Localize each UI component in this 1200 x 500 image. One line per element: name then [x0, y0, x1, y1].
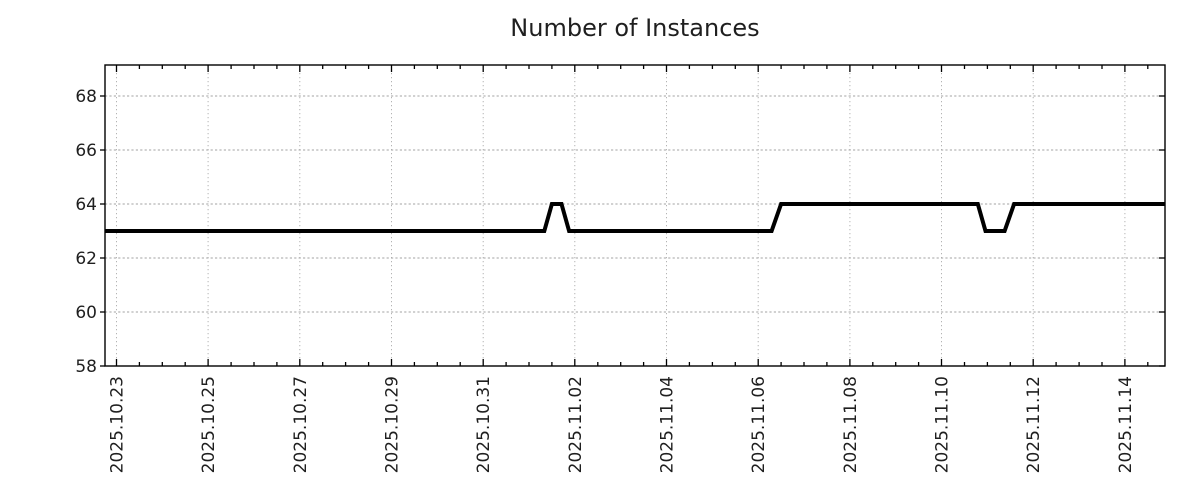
- x-tick-label: 2025.10.27: [291, 376, 311, 473]
- chart-title: Number of Instances: [510, 14, 760, 42]
- data-line: [105, 202, 1165, 233]
- y-tick-label: 60: [75, 303, 97, 323]
- y-tick-label: 62: [75, 249, 97, 269]
- x-tick-label: 2025.10.25: [199, 376, 219, 473]
- x-tick-label: 2025.11.06: [749, 376, 769, 473]
- x-tick-label: 2025.11.08: [841, 376, 861, 473]
- y-tick-label: 64: [75, 195, 97, 215]
- x-tick-label: 2025.10.31: [474, 376, 494, 473]
- x-tick-labels: 2025.10.23 2025.10.25 2025.10.27 2025.10.29…: [108, 376, 1136, 473]
- y-tick-labels: 58 60 62 64 66 68: [75, 87, 97, 377]
- x-tick-label: 2025.11.04: [658, 376, 678, 473]
- x-tick-label: 2025.10.23: [108, 376, 128, 473]
- y-tick-label: 66: [75, 141, 97, 161]
- y-tick-label: 68: [75, 87, 97, 107]
- gridlines: [105, 65, 1165, 366]
- plot-border: [104, 64, 1166, 367]
- axis-ticks: [100, 65, 1165, 367]
- x-tick-label: 2025.10.29: [383, 376, 403, 473]
- x-tick-label: 2025.11.10: [933, 376, 953, 473]
- x-tick-label: 2025.11.14: [1116, 376, 1136, 473]
- x-tick-label: 2025.11.02: [566, 376, 586, 473]
- x-tick-label: 2025.11.12: [1024, 376, 1044, 473]
- y-tick-label: 58: [75, 357, 97, 377]
